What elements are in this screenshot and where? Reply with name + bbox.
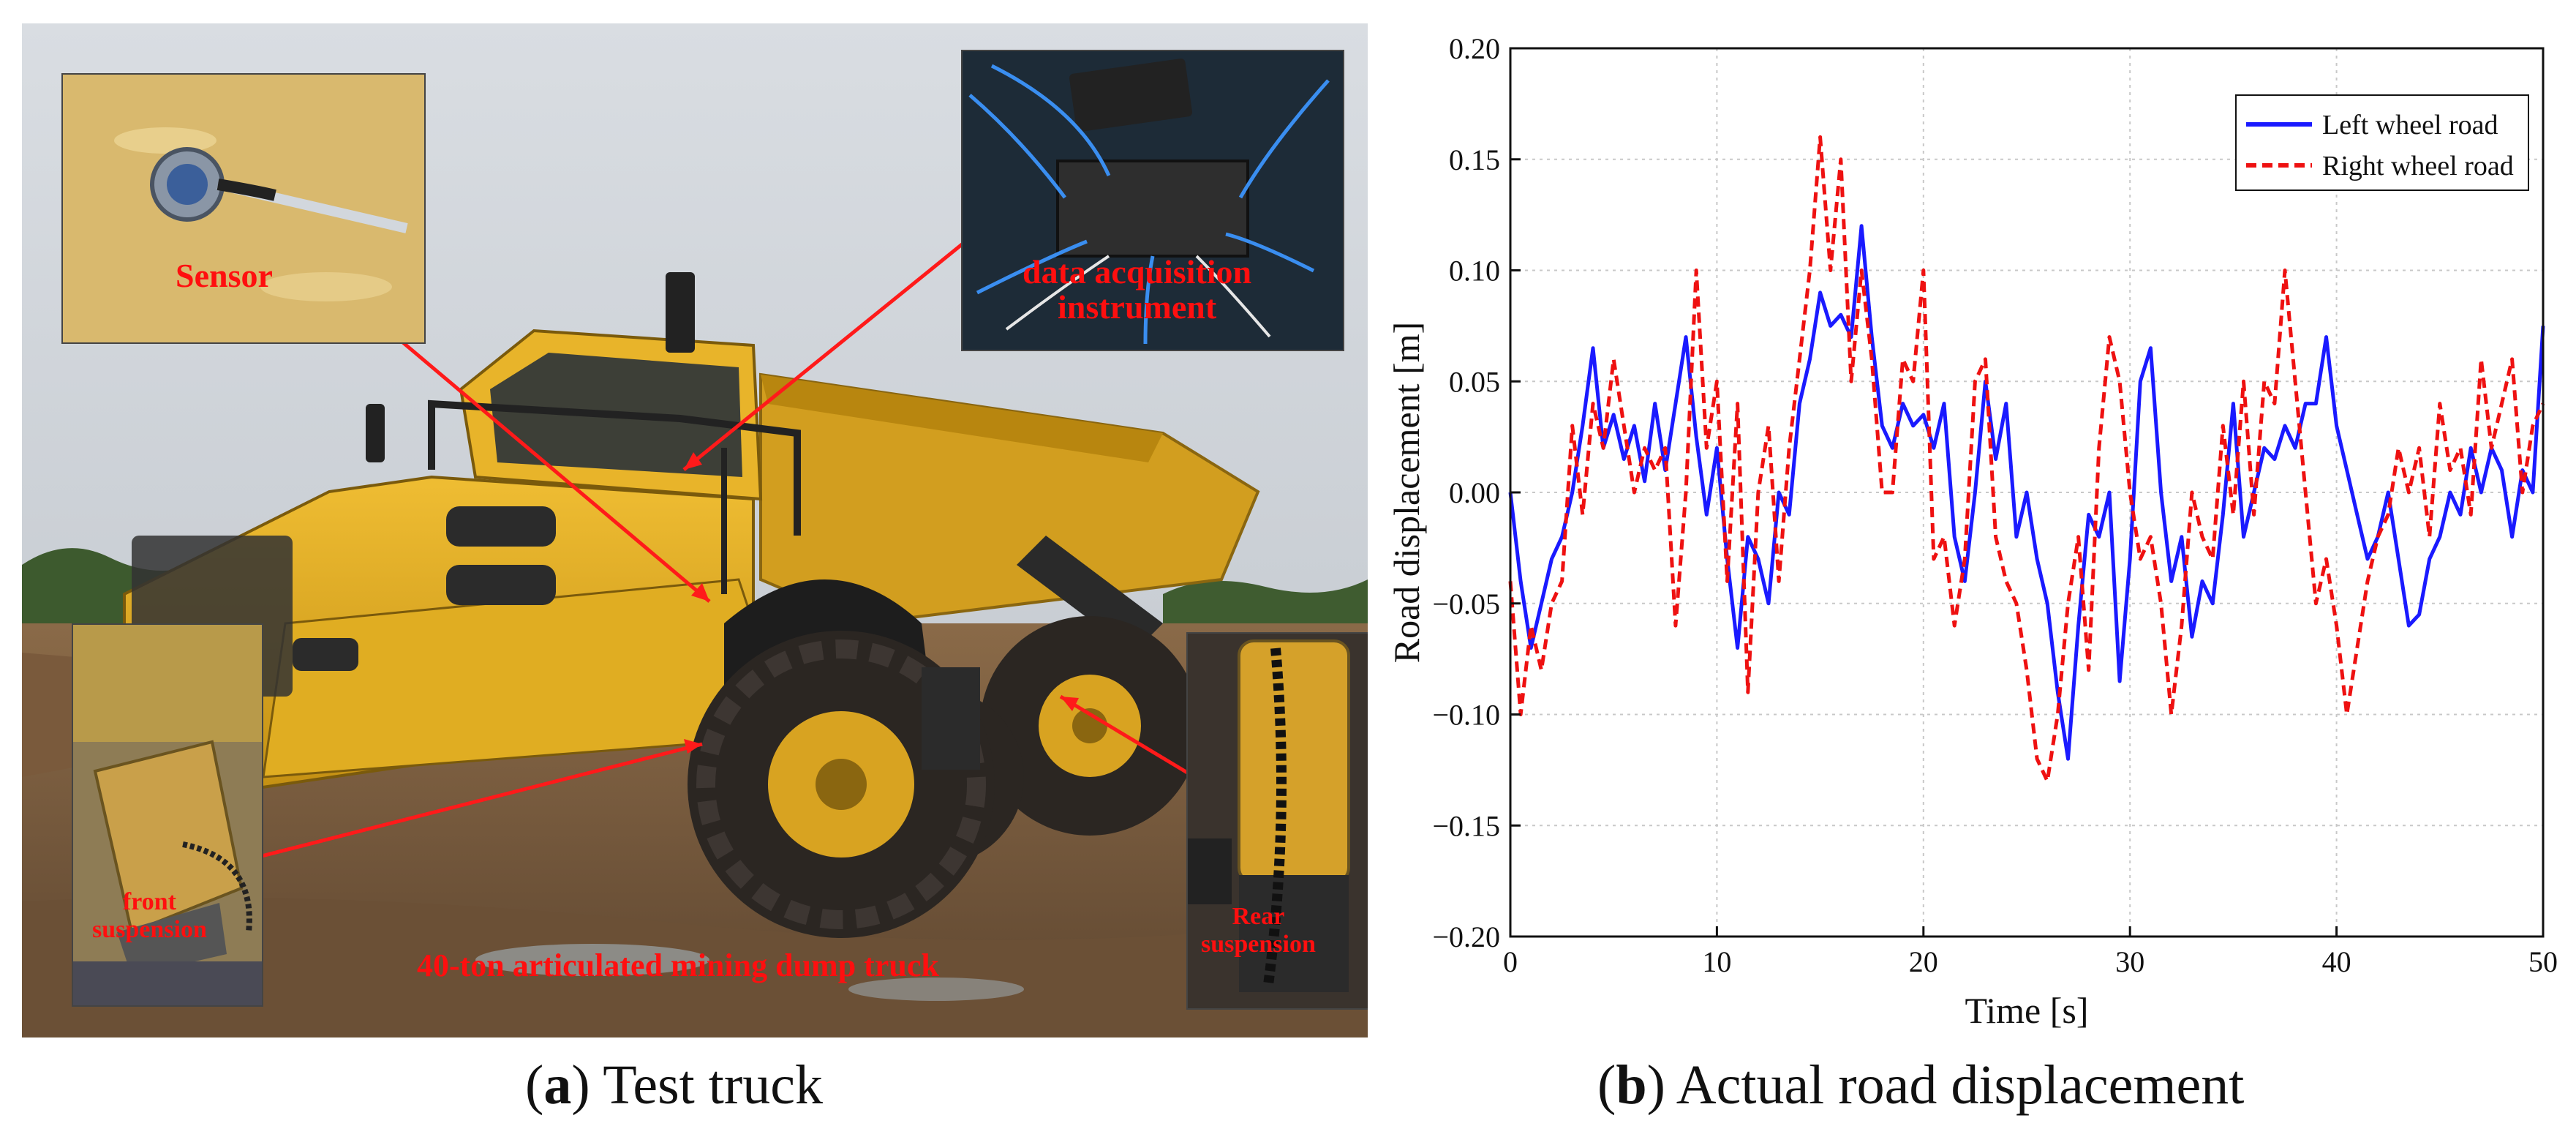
x-tick-label: 10 (1702, 945, 1731, 978)
front-suspension-inset (72, 623, 263, 1007)
x-axis-title: Time [s] (1965, 990, 2088, 1031)
front-suspension-label-line2: suspension (92, 916, 207, 943)
y-tick-label: −0.15 (1432, 809, 1500, 842)
caption-b-text: Actual road displacement (1676, 1054, 2245, 1116)
x-tick-label: 0 (1503, 945, 1518, 978)
axis-ticks: 0 10 20 30 40 50 −0.20 −0.15 −0.10 −0.05 0.00 0.05 0… (1432, 32, 2558, 978)
test-truck-photo: Sensor data acquisition instrument front… (22, 23, 1368, 1037)
legend-box (2235, 94, 2529, 191)
chart-svg: 0 10 20 30 40 50 −0.20 −0.15 −0.10 −0.05 0.00 0.05 0… (1386, 32, 2558, 1031)
series-lines (1508, 135, 2545, 783)
y-axis-title: Road displacement [m] (1386, 322, 1427, 664)
caption-a-text: Test truck (603, 1054, 823, 1116)
y-tick-label: −0.20 (1432, 920, 1500, 953)
daq-label-line1: data acquisition (1023, 253, 1252, 290)
y-tick-label: 0.20 (1449, 32, 1500, 65)
rear-suspension-label: Rear suspension (1201, 903, 1316, 958)
road-displacement-chart: 0 10 20 30 40 50 −0.20 −0.15 −0.10 −0.05 0.00 0.05 0… (1375, 15, 2576, 1039)
rear-suspension-label-line2: suspension (1201, 931, 1316, 958)
legend-label: Right wheel road (2322, 151, 2514, 181)
annotation-arrows (255, 234, 1208, 860)
chart-legend: Left wheel road Right wheel road (2235, 94, 2529, 191)
x-tick-label: 20 (1909, 945, 1938, 978)
front-suspension-label: front suspension (92, 888, 207, 944)
sensor-label: Sensor (176, 257, 273, 294)
caption-a: (a) Test truck (525, 1054, 823, 1116)
y-tick-label: 0.15 (1449, 143, 1500, 176)
x-tick-label: 40 (2322, 945, 2351, 978)
series-line-left-wheel (1508, 224, 2545, 761)
y-tick-label: 0.05 (1449, 365, 1500, 398)
daq-label-line2: instrument (1057, 288, 1217, 326)
y-tick-label: −0.05 (1432, 588, 1500, 620)
front-suspension-label-line1: front (122, 888, 176, 915)
y-tick-label: 0.00 (1449, 476, 1500, 509)
legend-label: Left wheel road (2322, 110, 2498, 140)
truck-label: 40-ton articulated mining dump truck (417, 948, 939, 983)
x-tick-label: 30 (2115, 945, 2144, 978)
y-tick-label: −0.10 (1432, 699, 1500, 732)
sensor-inset (61, 73, 426, 344)
x-tick-label: 50 (2528, 945, 2558, 978)
y-tick-label: 0.10 (1449, 255, 1500, 288)
series-line-right-wheel (1508, 135, 2545, 783)
caption-a-letter: a (543, 1054, 572, 1116)
rear-suspension-inset (1186, 632, 1368, 1010)
caption-b: (b) Actual road displacement (1597, 1054, 2245, 1116)
daq-instrument-inset (961, 50, 1344, 351)
caption-b-letter: b (1616, 1054, 1647, 1116)
rear-suspension-label-line1: Rear (1232, 903, 1285, 930)
daq-label: data acquisition instrument (1023, 255, 1251, 325)
